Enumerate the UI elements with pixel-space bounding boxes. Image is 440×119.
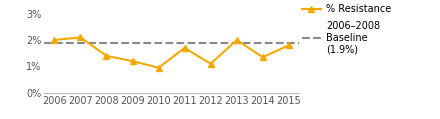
Legend: % Resistance, 2006–2008
Baseline
(1.9%): % Resistance, 2006–2008 Baseline (1.9%) bbox=[302, 4, 391, 54]
